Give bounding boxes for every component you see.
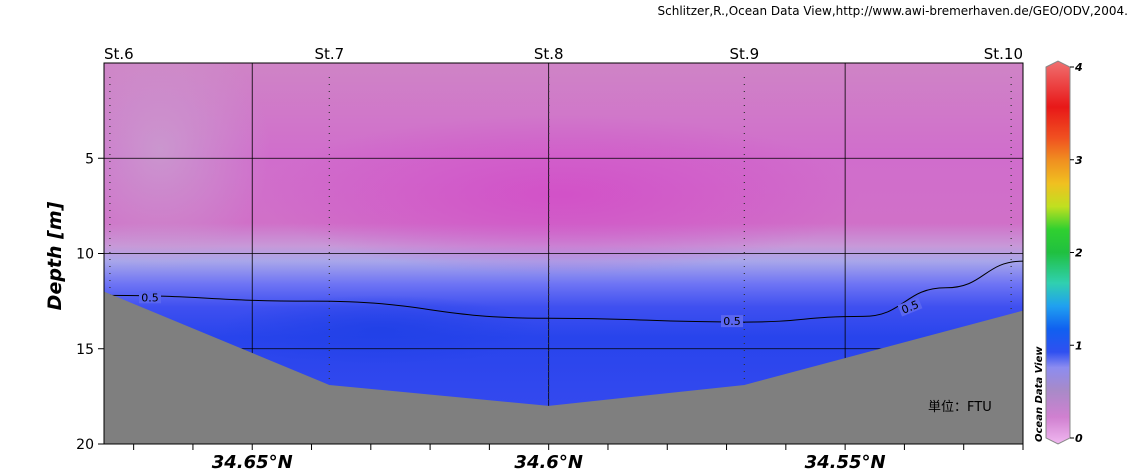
station-label: St.9	[729, 45, 759, 63]
colorbar-ticks: 0 1 2 3 4	[1070, 61, 1083, 445]
colorbar-tick-label: 3	[1075, 154, 1083, 167]
unit-note: 単位：FTU	[928, 399, 992, 415]
contour-label: 0.5	[900, 298, 921, 317]
contour-label-bg	[139, 291, 161, 304]
colorbar-scale	[1045, 60, 1071, 445]
contour-label: 0.5	[141, 291, 159, 304]
x-tick-label: 34.6°N	[514, 452, 582, 472]
colorbar-tick-label: 0	[1075, 432, 1083, 445]
y-tick-label: 10	[76, 247, 94, 263]
y-tick-label: 20	[76, 437, 94, 453]
station-label: St.7	[314, 45, 344, 63]
light-left	[104, 63, 270, 270]
contour-label: 0.5	[723, 315, 741, 328]
contour-labels: 0.5 0.5 0.5	[139, 291, 923, 328]
colorbar-tick-label: 2	[1075, 247, 1083, 260]
colorbar-tick-label: 4	[1074, 61, 1083, 74]
colorbar-label: Ocean Data View	[1034, 346, 1045, 442]
plot-area: 0.5 0.5 0.5 単位：FTU	[104, 63, 1023, 444]
y-tick-label: 15	[76, 342, 94, 358]
blue-core	[220, 295, 540, 365]
y-tick-label: 5	[85, 151, 94, 167]
colorbar-tick-label: 1	[1075, 339, 1083, 352]
pink-core	[260, 115, 860, 275]
y-ticks: 5 10 15 20	[76, 151, 104, 453]
contour-0-5	[104, 260, 1023, 323]
station-label: St.10	[984, 45, 1023, 63]
seafloor	[104, 291, 1023, 444]
credit-text: Schlitzer,R.,Ocean Data View,http://www.…	[657, 4, 1128, 18]
station-label: St.8	[534, 45, 564, 63]
station-label: St.6	[104, 45, 134, 63]
x-ticks: 34.65°N 34.6°N 34.55°N	[133, 444, 1024, 472]
contour-label-bg	[897, 297, 923, 317]
colorbar: 0 1 2 3 4 Ocean Data View	[1034, 60, 1083, 445]
x-tick-label: 34.55°N	[805, 452, 886, 472]
y-axis-label: Depth [m]	[44, 201, 66, 310]
station-labels: St.6 St.7 St.8 St.9 St.10	[104, 45, 1023, 63]
contour-label-bg	[721, 315, 743, 328]
x-tick-label: 34.65°N	[212, 452, 293, 472]
